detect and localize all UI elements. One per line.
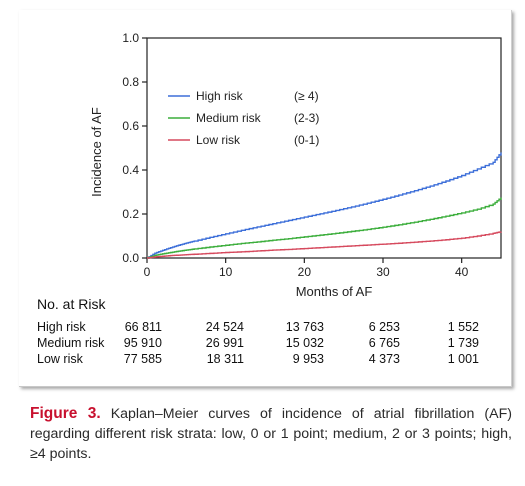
at-risk-title: No. at Risk (37, 296, 106, 312)
at-risk-row: Medium risk 95 910 26 991 15 032 6 765 1 739 (37, 336, 507, 353)
at-risk-row-label: Medium risk (37, 336, 105, 350)
at-risk-count: 77 585 (123, 352, 162, 366)
legend-range: (0-1) (294, 133, 319, 147)
y-tick-label: 0.4 (122, 163, 139, 177)
at-risk-count: 1 739 (447, 336, 479, 350)
at-risk-count: 24 524 (205, 320, 244, 334)
at-risk-count: 9 953 (292, 352, 324, 366)
series-line-high-risk (147, 152, 502, 259)
x-axis-title: Months of AF (296, 284, 373, 299)
series-line-medium-risk (147, 197, 502, 259)
at-risk-count: 6 253 (368, 320, 400, 334)
at-risk-row: High risk 66 811 24 524 13 763 6 253 1 552 (37, 320, 507, 337)
figure-panel: 0.0 0.2 0.4 0.6 0.8 1.0 0 10 20 30 40 Months of AF I… (19, 10, 512, 387)
at-risk-count: 66 811 (124, 320, 162, 334)
plot-frame (146, 37, 502, 259)
at-risk-count: 95 910 (123, 336, 162, 350)
at-risk-row-label: Low risk (37, 352, 83, 366)
at-risk-count: 1 001 (447, 352, 479, 366)
at-risk-count: 1 552 (447, 320, 479, 334)
legend-label: Low risk (196, 133, 241, 147)
y-tick-label: 0.8 (122, 75, 139, 89)
x-tick-label: 20 (298, 265, 312, 279)
at-risk-count: 26 991 (205, 336, 244, 350)
at-risk-count: 15 032 (285, 336, 324, 350)
x-tick-label: 0 (144, 265, 151, 279)
kaplan-meier-chart: 0.0 0.2 0.4 0.6 0.8 1.0 0 10 20 30 40 Months of AF I… (89, 31, 502, 299)
y-tick-label: 0.2 (122, 207, 139, 221)
x-tick-label: 10 (219, 265, 233, 279)
legend-label: High risk (196, 89, 244, 103)
y-tick-label: 0.0 (122, 251, 139, 265)
caption-text: Kaplan–Meier curves of incidence of atri… (30, 406, 512, 462)
legend-range: (≥ 4) (294, 89, 319, 103)
y-axis-title: Incidence of AF (89, 107, 104, 197)
at-risk-count: 13 763 (285, 320, 324, 334)
at-risk-count: 4 373 (368, 352, 400, 366)
figure-caption: Figure 3. Kaplan–Meier curves of inciden… (30, 404, 512, 464)
at-risk-row-label: High risk (37, 320, 86, 334)
series-line-low-risk (147, 231, 502, 259)
x-tick-label: 40 (455, 265, 469, 279)
at-risk-count: 18 311 (206, 352, 244, 366)
y-tick-label: 1.0 (122, 31, 139, 45)
legend-label: Medium risk (196, 111, 262, 125)
caption-label: Figure 3. (30, 405, 101, 422)
x-tick-label: 30 (376, 265, 390, 279)
at-risk-count: 6 765 (368, 336, 400, 350)
y-tick-label: 0.6 (122, 119, 139, 133)
at-risk-row: Low risk 77 585 18 311 9 953 4 373 1 001 (37, 352, 507, 369)
legend-range: (2-3) (294, 111, 319, 125)
